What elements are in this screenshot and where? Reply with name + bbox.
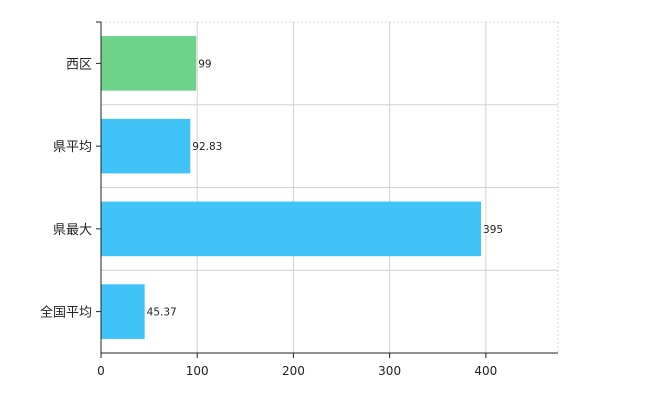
category-label: 西区 (66, 57, 92, 72)
data-label: 395 (483, 224, 503, 236)
category-label: 全国平均 (40, 305, 92, 321)
data-label: 45.37 (147, 307, 177, 319)
bar (101, 36, 197, 91)
x-tick-label: 400 (474, 364, 497, 378)
bar (101, 118, 191, 174)
data-label: 92.83 (192, 141, 222, 153)
bar (101, 284, 145, 339)
axis-ticks (96, 21, 487, 358)
x-tick-label: 300 (378, 364, 401, 378)
x-tick-label: 0 (97, 364, 105, 378)
x-tick-label: 100 (186, 364, 209, 378)
x-tick-label: 200 (282, 364, 305, 378)
category-label: 県平均 (53, 140, 92, 155)
labels: 99 西区 92.83 県平均 395 県最大 45.37 全国平均 0 100 200 300 400 (40, 57, 503, 378)
data-label: 99 (198, 58, 211, 70)
category-label: 県最大 (53, 223, 92, 238)
bars (101, 36, 482, 339)
bar (101, 201, 482, 257)
axes (100, 22, 558, 354)
